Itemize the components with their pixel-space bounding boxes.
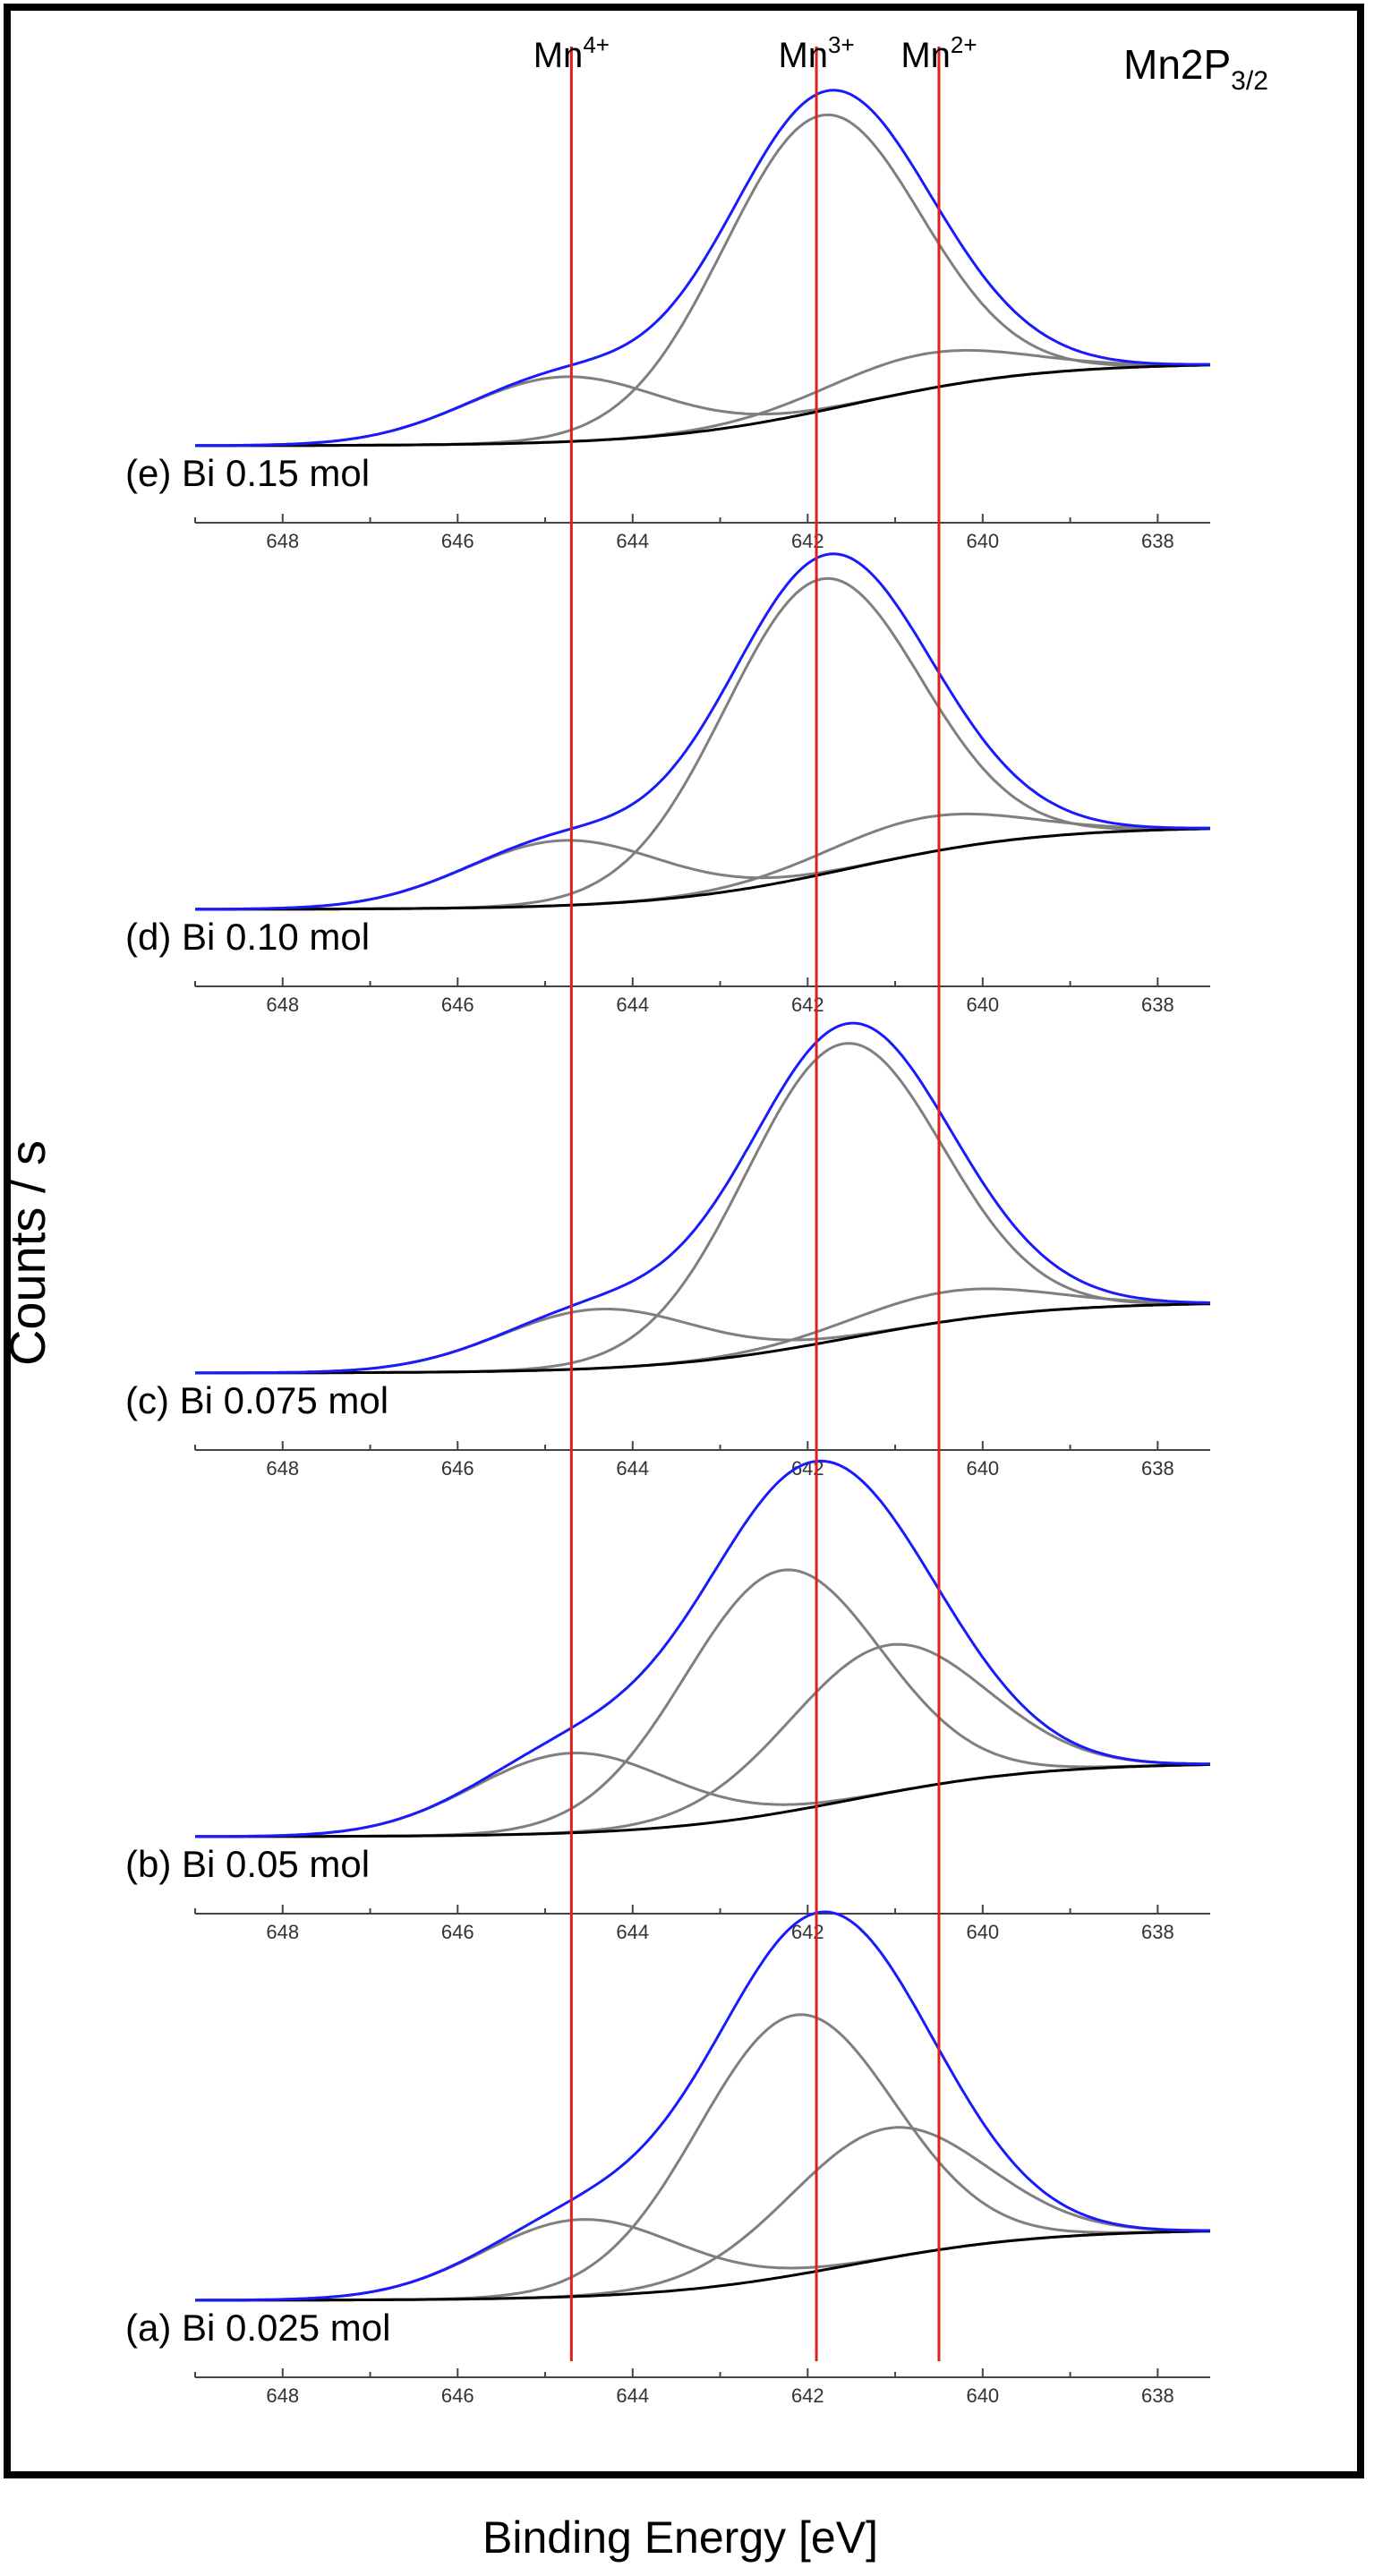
x-tick-label: 644 bbox=[616, 994, 649, 1016]
x-tick-label: 644 bbox=[616, 1457, 649, 1480]
x-tick-label: 644 bbox=[616, 2384, 649, 2407]
x-tick-label: 646 bbox=[441, 1457, 474, 1480]
envelope-curve bbox=[195, 89, 1210, 448]
spectrum-panel: 648 646 644 642 640 638 (e) Bi 0.15 mol bbox=[125, 89, 1211, 552]
envelope-curve bbox=[195, 1021, 1211, 1375]
spectrum-panel: 648 646 644 642 640 638(c) Bi 0.075 mol bbox=[125, 1021, 1211, 1480]
panel-label: (b) Bi 0.05 mol bbox=[125, 1843, 370, 1885]
x-tick-label: 638 bbox=[1141, 2384, 1174, 2407]
reference-line-label: Mn3+ bbox=[778, 31, 854, 75]
x-tick-label: 642 bbox=[791, 994, 824, 1016]
reference-charge: 2+ bbox=[951, 31, 977, 58]
corner-label-subscript: 3/2 bbox=[1231, 66, 1268, 96]
envelope-curve bbox=[195, 1910, 1210, 2302]
reference-charge: 3+ bbox=[828, 31, 855, 58]
x-tick-label: 646 bbox=[441, 1921, 474, 1943]
component-curve bbox=[195, 827, 1211, 911]
x-tick-label: 638 bbox=[1141, 1457, 1174, 1480]
x-tick-label: 646 bbox=[441, 530, 474, 552]
x-tick-label: 638 bbox=[1141, 530, 1174, 552]
reference-lines: Mn4+ Mn3+ Mn2+ bbox=[533, 31, 977, 2361]
background-curve bbox=[195, 827, 1211, 911]
panel-label: (a) Bi 0.025 mol bbox=[125, 2307, 390, 2349]
x-tick-label: 642 bbox=[791, 1921, 824, 1943]
background-curve bbox=[195, 1302, 1210, 1375]
reference-ion: Mn bbox=[900, 36, 951, 75]
background-curve bbox=[195, 1762, 1211, 1838]
x-tick-label: 640 bbox=[966, 530, 999, 552]
panel-label: (d) Bi 0.10 mol bbox=[125, 916, 370, 958]
y-axis-label: Counts / s bbox=[0, 1140, 55, 1366]
x-tick-label: 646 bbox=[441, 994, 474, 1016]
reference-line-label: Mn4+ bbox=[533, 31, 610, 75]
x-tick-label: 640 bbox=[966, 2384, 999, 2407]
spectrum-panel: 648 646 644 642 640 638 (a) Bi 0.025 mol bbox=[125, 1910, 1211, 2407]
figure-frame bbox=[4, 4, 1364, 2478]
x-tick-label: 642 bbox=[791, 2384, 824, 2407]
x-tick-label: 648 bbox=[266, 1457, 299, 1480]
reference-ion: Mn bbox=[778, 36, 828, 75]
component-curve bbox=[195, 1042, 1210, 1375]
component-curve bbox=[195, 1302, 1210, 1375]
reference-line-label: Mn2+ bbox=[900, 31, 977, 75]
component-curve bbox=[195, 2126, 1210, 2302]
x-tick-label: 642 bbox=[791, 530, 824, 552]
x-tick-label: 640 bbox=[966, 994, 999, 1016]
x-tick-label: 640 bbox=[966, 1921, 999, 1943]
panel-label: (e) Bi 0.15 mol bbox=[125, 452, 370, 494]
x-tick-label: 644 bbox=[616, 1921, 649, 1943]
x-axis-label: Binding Energy [eV] bbox=[482, 2512, 878, 2563]
reference-ion: Mn bbox=[533, 36, 584, 75]
component-curve bbox=[195, 1568, 1211, 1838]
spectrum-panel: 648 646 644 642 640 638 (d) Bi 0.10 mol bbox=[125, 552, 1211, 1016]
x-tick-label: 648 bbox=[266, 1921, 299, 1943]
x-tick-label: 646 bbox=[441, 2384, 474, 2407]
spectrum-panel: 648 646 644 642 640 638 (b) Bi 0.05 mol bbox=[125, 1459, 1211, 1943]
x-tick-label: 638 bbox=[1141, 1921, 1174, 1943]
x-tick-label: 644 bbox=[616, 530, 649, 552]
component-curve bbox=[195, 113, 1211, 448]
x-tick-label: 648 bbox=[266, 2384, 299, 2407]
panel-label: (c) Bi 0.075 mol bbox=[125, 1379, 388, 1421]
envelope-curve bbox=[194, 1459, 1210, 1838]
envelope-curve bbox=[195, 552, 1210, 911]
x-tick-label: 648 bbox=[266, 530, 299, 552]
component-curve bbox=[195, 2013, 1211, 2302]
background-curve bbox=[195, 2230, 1210, 2302]
component-curve bbox=[195, 1642, 1210, 1838]
component-curve bbox=[195, 363, 1211, 448]
corner-label-base: Mn2P bbox=[1123, 41, 1231, 88]
x-tick-label: 638 bbox=[1141, 994, 1174, 1016]
corner-label: Mn2P3/2 bbox=[1123, 41, 1268, 96]
reference-charge: 4+ bbox=[583, 31, 610, 58]
component-curve bbox=[195, 576, 1211, 911]
background-curve bbox=[195, 363, 1211, 448]
x-tick-label: 648 bbox=[266, 994, 299, 1016]
x-tick-label: 640 bbox=[966, 1457, 999, 1480]
